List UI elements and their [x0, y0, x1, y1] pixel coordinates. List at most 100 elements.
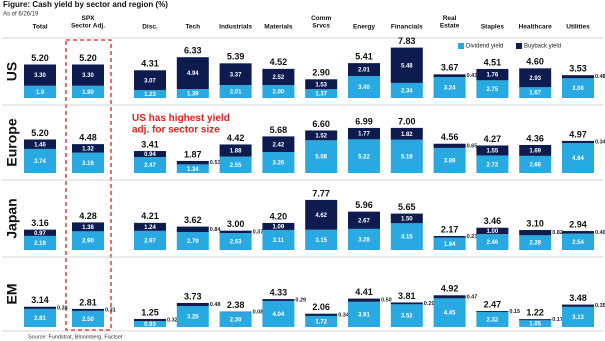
category-label: SPX Sector Adj.: [71, 15, 105, 29]
segment-label: 4.45: [444, 311, 456, 317]
total-label: 7.83: [398, 36, 416, 46]
bar-segment: [476, 311, 509, 313]
segment-label: 1.24: [144, 225, 156, 231]
total-label: 6.33: [184, 46, 202, 56]
segment-label: 1.23: [144, 92, 156, 98]
bar-segment: [390, 302, 423, 305]
total-label: 3.62: [184, 215, 202, 225]
bar-segment: [262, 68, 295, 86]
bar-segment: [262, 229, 295, 250]
bar-segment: [305, 313, 338, 316]
total-label: 2.06: [312, 302, 330, 312]
legend-swatch: [458, 43, 464, 49]
segment-label: 5.18: [401, 154, 413, 160]
bar-segment: [72, 231, 104, 250]
segment-label: 0.31: [105, 307, 116, 313]
bar-segment: [433, 143, 466, 148]
segment-label: 2.72: [487, 162, 499, 168]
bar-segment: [348, 298, 380, 302]
segment-label: 2.01: [230, 90, 242, 96]
bar-segment: [134, 230, 166, 250]
segment-label: 2.93: [529, 76, 541, 82]
bar-segment: [24, 306, 56, 309]
highlight-box: [65, 39, 112, 331]
segment-label: 1.00: [487, 229, 499, 235]
total-label: 4.20: [270, 211, 288, 221]
segment-label: 0.15: [509, 309, 520, 315]
segment-label: 2.75: [487, 87, 499, 93]
segment-label: 1.52: [315, 133, 327, 139]
segment-label: 0.93: [144, 322, 156, 328]
bar-segment: [390, 139, 423, 173]
segment-label: 2.00: [273, 90, 285, 96]
total-label: 4.60: [526, 57, 544, 67]
segment-label: 2.63: [230, 240, 242, 246]
bar-segment: [72, 310, 104, 327]
segment-label: 3.06: [572, 86, 584, 92]
bar-segment: [134, 151, 166, 158]
bar-segment: [390, 127, 423, 140]
bar-segment: [519, 87, 552, 98]
segment-label: 2.81: [34, 316, 46, 322]
segment-label: 1.69: [529, 148, 541, 154]
segment-label: 0.17: [552, 317, 563, 323]
total-label: 4.51: [484, 57, 502, 67]
segment-label: 1.82: [401, 132, 413, 138]
segment-label: 1.39: [187, 92, 199, 98]
bar-segment: [305, 89, 338, 98]
total-label: 2.81: [79, 297, 97, 307]
bar-segment: [519, 230, 552, 236]
segment-label: 0.32: [167, 317, 178, 323]
category-label: Industrials: [219, 24, 252, 31]
total-label: 4.31: [141, 59, 159, 69]
total-label: 4.56: [441, 132, 459, 142]
segment-label: 1.55: [487, 149, 499, 155]
segment-label: 1.38: [82, 225, 94, 231]
segment-label: 3.89: [444, 159, 456, 165]
bar-segment: [176, 232, 209, 250]
segment-label: 3.07: [144, 78, 156, 84]
segment-label: 0.82: [552, 230, 563, 236]
bar-segment: [262, 151, 295, 173]
total-label: 2.94: [569, 219, 587, 229]
bar-segment: [219, 230, 252, 234]
segment-label: 2.32: [487, 318, 499, 324]
segment-label: 2.34: [401, 89, 413, 95]
segment-label: 3.26: [273, 161, 285, 167]
category-label: Disc.: [142, 24, 158, 31]
bar-segment: [176, 164, 209, 173]
total-label: 5.20: [79, 53, 97, 63]
total-label: 4.27: [484, 134, 502, 144]
segment-label: 3.74: [34, 159, 46, 165]
total-label: 4.21: [141, 211, 159, 221]
bar-segment: [519, 319, 552, 321]
bar-segment: [305, 79, 338, 90]
bar-segment: [433, 295, 466, 299]
bar-segment: [176, 226, 209, 233]
bar-segment: [176, 57, 209, 90]
total-label: 4.36: [526, 133, 544, 143]
bar-segment: [176, 89, 209, 98]
segment-label: 2.46: [487, 240, 499, 246]
category-label: Staples: [481, 24, 505, 31]
bar-segment: [176, 160, 209, 165]
bar-segment: [24, 229, 56, 236]
bar-segment: [219, 233, 252, 250]
total-label: 7.77: [312, 188, 330, 198]
segment-label: 1.77: [358, 132, 370, 138]
segment-label: 0.29: [295, 297, 306, 303]
total-label: 3.81: [398, 291, 416, 301]
segment-label: 0.94: [144, 152, 156, 158]
bar-segment: [476, 68, 509, 81]
bar-segment: [433, 236, 466, 238]
bar-segment: [476, 80, 509, 98]
region-label: EM: [4, 284, 20, 305]
segment-label: 2.30: [230, 318, 242, 324]
segment-label: 5.08: [315, 155, 327, 161]
segment-label: 1.67: [529, 91, 541, 97]
bar-segment: [262, 300, 295, 327]
legend-label: Buyback yield: [524, 44, 561, 50]
bar-segment: [219, 312, 252, 327]
total-label: 5.20: [31, 53, 49, 63]
segment-label: 3.15: [315, 238, 327, 244]
